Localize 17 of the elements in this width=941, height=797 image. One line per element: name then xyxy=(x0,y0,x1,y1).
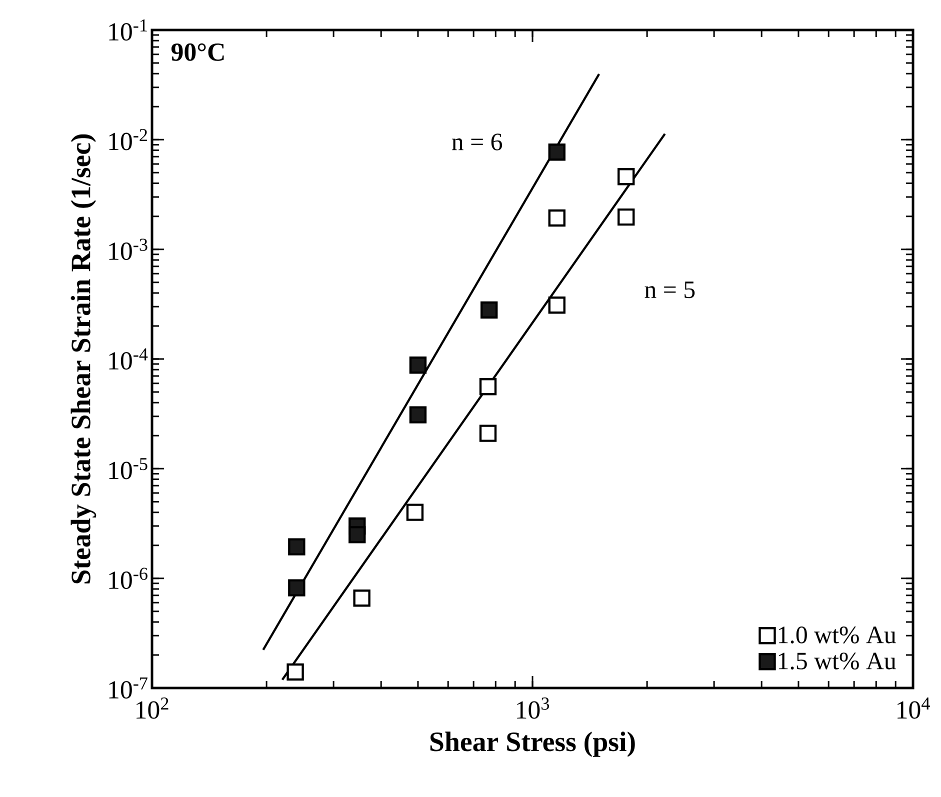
y-tick-label: 10$^{-7}$ xyxy=(109,677,148,699)
x-tick-label: 10$^{2}$ xyxy=(136,698,168,719)
x-tick-label: 10$^{4}$ xyxy=(898,698,930,719)
y-tick-label: 10$^{-1}$ xyxy=(109,19,147,41)
y-tick-label: 10$^{-4}$ xyxy=(109,348,148,370)
legend-label: 1.5 wt% Au xyxy=(778,652,896,670)
x-axis-title: Shear Stress (psi) xyxy=(430,732,635,757)
y-tick-label: 10$^{-6}$ xyxy=(109,568,148,589)
legend-label: 1.0 wt% Au xyxy=(778,626,896,644)
annotation: n = 6 xyxy=(452,134,502,150)
y-axis-title: Steady State Shear Strain Rate (1/sec) xyxy=(70,134,96,584)
y-tick-label: 10$^{-5}$ xyxy=(109,458,148,480)
y-tick-label: 10$^{-2}$ xyxy=(109,129,147,150)
annotation: n = 5 xyxy=(644,282,695,298)
x-tick-label: 10$^{3}$ xyxy=(517,698,550,719)
y-tick-label: 10$^{-3}$ xyxy=(109,238,148,260)
annotation: 90°C xyxy=(171,43,224,61)
